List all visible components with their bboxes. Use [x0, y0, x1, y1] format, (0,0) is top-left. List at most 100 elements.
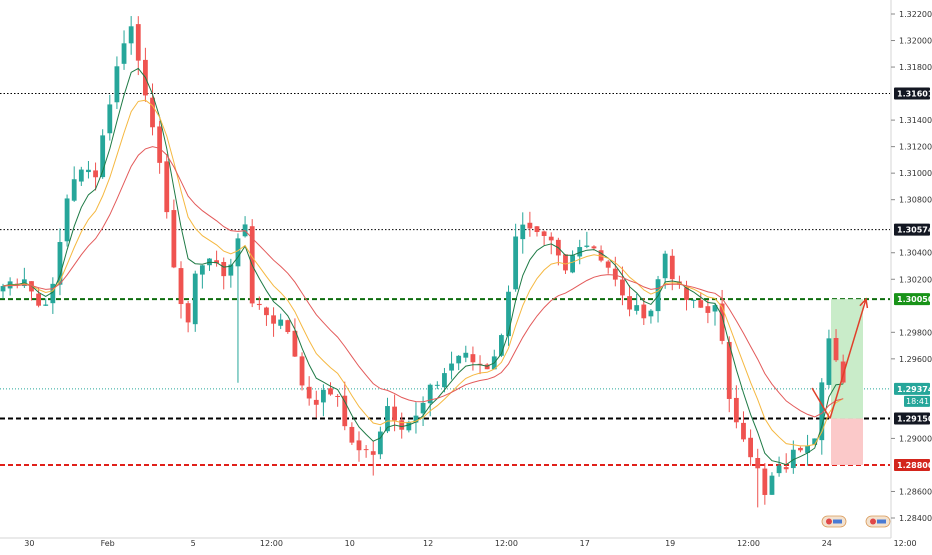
candle-body	[484, 364, 490, 370]
candle-body	[413, 415, 419, 423]
candle-body	[748, 437, 753, 458]
candle-body	[199, 265, 205, 275]
candle-body	[93, 170, 98, 178]
price-tick-label: 1.28600	[899, 487, 932, 496]
candle-body	[406, 421, 412, 431]
candle-body	[805, 445, 810, 453]
level-badge-bg	[894, 293, 930, 306]
level-badge: 1.29150	[897, 415, 932, 424]
projection-arrow-1[interactable]	[811, 387, 831, 419]
arrow-head	[859, 297, 869, 309]
candle-body	[499, 335, 504, 356]
time-tick-label: 19	[665, 539, 675, 548]
time-tick-label: 30	[24, 539, 34, 548]
candle-body	[570, 255, 575, 273]
candle-body	[427, 384, 433, 404]
candle-body	[548, 236, 554, 241]
price-tick-label: 1.31200	[899, 143, 932, 152]
candle-body	[164, 161, 170, 213]
candle-body	[719, 303, 725, 341]
candle-body	[228, 264, 234, 276]
level-badge: 1.31601	[897, 89, 932, 98]
ma-mid-line	[2, 99, 844, 447]
loss-zone[interactable]	[831, 418, 863, 465]
price-tick-label: 1.29600	[899, 355, 932, 364]
candle-body	[321, 389, 326, 403]
candle-body	[577, 247, 583, 257]
candle-body	[762, 468, 768, 495]
price-tick-label: 1.32000	[899, 37, 932, 46]
candle-body	[691, 299, 697, 301]
candle-body	[214, 260, 219, 264]
candle-body	[470, 354, 476, 363]
candle-body	[292, 330, 298, 357]
price-tick-label: 1.28400	[899, 514, 932, 523]
candle-body	[726, 341, 732, 399]
candle-body	[178, 268, 184, 305]
level-badge-bg	[894, 223, 930, 236]
candle-body	[520, 224, 526, 240]
candle-body	[783, 467, 789, 470]
candle-body	[790, 449, 796, 469]
candle-body	[755, 458, 761, 469]
candle-body	[157, 126, 163, 163]
candle-body	[434, 384, 440, 386]
candle-body	[121, 43, 127, 64]
level-badge-bg	[894, 87, 930, 100]
time-axis[interactable]: 30 Feb 5 12:00 10 12 12:00 17 19 12:00 24 12:00	[0, 537, 917, 548]
candle-body	[78, 169, 84, 182]
candle-body	[306, 386, 312, 399]
candle-body	[64, 198, 70, 242]
candle-body	[221, 261, 227, 277]
price-tick-label: 1.32200	[899, 10, 932, 19]
candle-body	[285, 320, 291, 333]
candle-body	[798, 447, 803, 451]
candle-body	[299, 356, 305, 386]
candle-body	[463, 352, 469, 358]
level-badge-bg	[894, 458, 930, 471]
candle-body	[506, 291, 511, 337]
candle-body	[399, 420, 405, 430]
candle-body	[833, 338, 839, 361]
candle-body	[392, 406, 397, 421]
candle-body	[356, 440, 362, 451]
candle-body	[377, 431, 383, 455]
candle-body	[634, 305, 640, 311]
candle-body	[71, 179, 77, 201]
time-tick-label: 12:00	[894, 539, 917, 548]
price-tick-label: 1.30400	[899, 249, 932, 258]
candle-body	[114, 66, 120, 103]
candle-body	[185, 303, 191, 323]
candle-body	[712, 305, 718, 312]
candle-body	[449, 363, 454, 371]
projection-arrow-2[interactable]	[829, 298, 867, 419]
candle-body	[669, 255, 675, 280]
ma-fast-line	[2, 67, 844, 466]
broker-logo-1-flag	[833, 519, 842, 524]
candle-body	[0, 286, 6, 292]
time-tick-label: 5	[191, 539, 196, 548]
candle-body	[86, 169, 91, 173]
candle-body	[662, 253, 668, 279]
projection-arrows[interactable]	[811, 297, 869, 419]
countdown-badge-bg	[904, 395, 930, 407]
time-tick-label: 12:00	[260, 539, 283, 548]
candle-body	[313, 399, 319, 405]
candle-body	[733, 397, 739, 423]
candle-body	[50, 283, 56, 304]
candle-body	[541, 231, 547, 236]
candle-body	[171, 210, 177, 268]
candle-body	[335, 395, 341, 397]
ma-slow-line	[2, 146, 844, 418]
candle-body	[363, 449, 369, 451]
candle-body	[235, 238, 241, 267]
time-tick-label: 12:00	[737, 539, 760, 548]
level-badge: 1.30574	[897, 226, 932, 235]
broker-logos	[821, 515, 891, 528]
price-badges: 1.31601 1.30574 1.30050 1.29150 1.28800 1.293…	[894, 87, 932, 471]
candle-body	[776, 465, 782, 474]
level-badge: 1.30050	[897, 295, 932, 304]
